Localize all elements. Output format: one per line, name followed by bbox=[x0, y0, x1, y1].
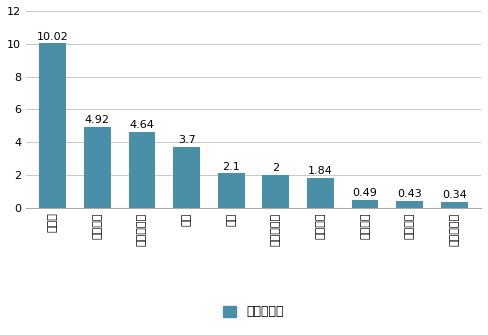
Text: 0.49: 0.49 bbox=[353, 188, 378, 198]
Text: 4.64: 4.64 bbox=[129, 120, 154, 130]
Bar bbox=[307, 178, 334, 208]
Bar bbox=[128, 132, 155, 208]
Text: 1.84: 1.84 bbox=[308, 166, 333, 176]
Text: 0.34: 0.34 bbox=[442, 191, 467, 200]
Legend: 销量：万辆: 销量：万辆 bbox=[219, 300, 288, 323]
Bar bbox=[441, 202, 468, 208]
Bar bbox=[396, 201, 423, 208]
Text: 0.43: 0.43 bbox=[397, 189, 422, 199]
Bar bbox=[263, 175, 289, 208]
Bar bbox=[40, 44, 66, 208]
Text: 3.7: 3.7 bbox=[178, 135, 195, 145]
Bar bbox=[352, 200, 378, 208]
Text: 2: 2 bbox=[272, 163, 279, 173]
Text: 4.92: 4.92 bbox=[85, 115, 110, 125]
Text: 2.1: 2.1 bbox=[223, 161, 240, 172]
Bar bbox=[173, 147, 200, 208]
Bar bbox=[84, 127, 111, 208]
Bar bbox=[218, 173, 244, 208]
Text: 10.02: 10.02 bbox=[37, 32, 69, 42]
